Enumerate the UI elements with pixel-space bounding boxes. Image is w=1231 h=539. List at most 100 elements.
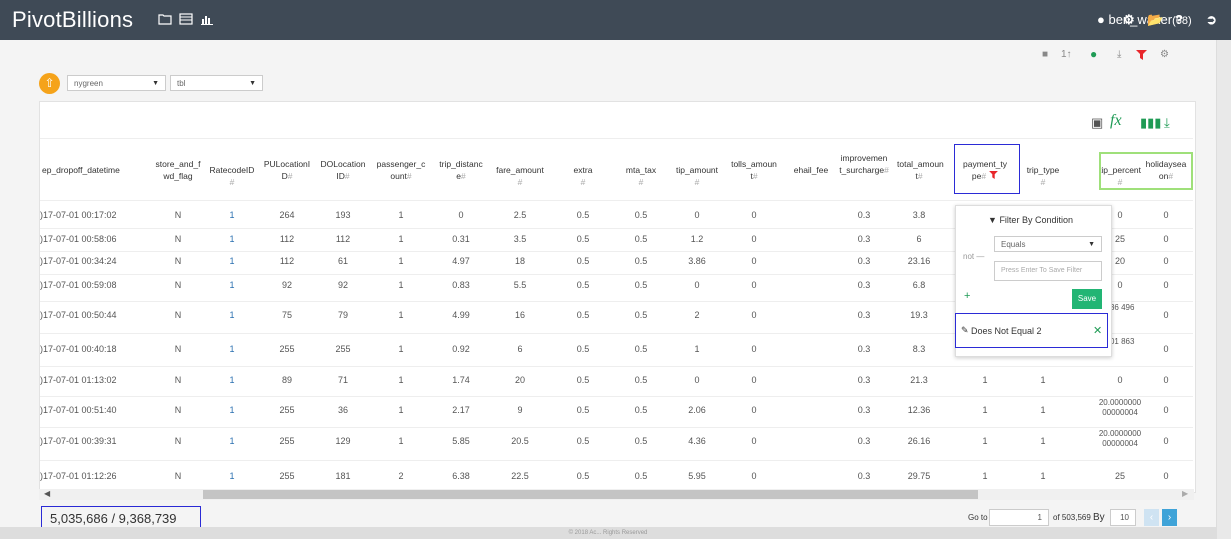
settings-cogs-icon[interactable]: ⚙ bbox=[1123, 12, 1135, 27]
table-cell-pay: 1 bbox=[982, 375, 988, 385]
folder-icon[interactable] bbox=[158, 12, 172, 26]
table-cell-tip: 3.86 bbox=[688, 256, 706, 266]
table-cell-imp: 0.3 bbox=[857, 344, 871, 354]
table-cell-pass: 1 bbox=[398, 210, 404, 220]
column-header-tolls[interactable]: tolls_amoun t# bbox=[728, 158, 780, 182]
table-cell-pu: 89 bbox=[281, 375, 292, 385]
save-filter-button[interactable]: Save bbox=[1072, 289, 1102, 309]
table-cell-pu: 255 bbox=[279, 405, 295, 415]
not-label[interactable]: not bbox=[963, 252, 975, 261]
column-header-extra[interactable]: extra # bbox=[563, 164, 603, 188]
table-cell-total: 12.36 bbox=[907, 405, 931, 415]
prev-page-button[interactable]: ‹ bbox=[1144, 509, 1159, 526]
table-cell-dropoff: )17-07-01 00:50:44 bbox=[40, 310, 117, 320]
column-header-total[interactable]: total_amoun t# bbox=[897, 158, 944, 182]
operator-value: Equals bbox=[1001, 240, 1026, 249]
table-cell-tolls: 0 bbox=[751, 344, 757, 354]
column-header-store[interactable]: store_and_f wd_flag bbox=[150, 158, 206, 182]
row-divider bbox=[40, 396, 1193, 397]
table-cell-hol: 0 bbox=[1163, 375, 1169, 385]
source-select[interactable]: nygreen ▼ bbox=[67, 75, 166, 91]
table-cell-tolls: 0 bbox=[751, 210, 757, 220]
gear-icon[interactable]: ⚙ bbox=[1160, 49, 1169, 60]
column-header-tipp[interactable]: tip_percent # bbox=[1091, 164, 1149, 188]
table-cell-tipp: 20.0000000 00000004 bbox=[1098, 429, 1142, 448]
top-navbar: PivotBillions ● ben_waxer(68) ⚙ 📂 ? ➲ bbox=[0, 0, 1231, 40]
table-select[interactable]: tbl ▼ bbox=[170, 75, 263, 91]
column-header-hol[interactable]: holidaysea on# bbox=[1142, 158, 1190, 182]
column-header-tip[interactable]: tip_amount # bbox=[672, 164, 722, 188]
column-header-label: holidaysea bbox=[1145, 159, 1187, 169]
table-cell-pu: 112 bbox=[279, 256, 295, 266]
table-cell-tolls: 0 bbox=[751, 256, 757, 266]
table-cell-tip: 2.06 bbox=[688, 405, 706, 415]
column-header-mta[interactable]: mta_tax # bbox=[621, 164, 661, 188]
download-icon[interactable]: ⤓ bbox=[1117, 49, 1122, 60]
remove-filter-icon[interactable]: ✕ bbox=[1093, 325, 1103, 337]
sort-icon[interactable]: 1↑ bbox=[1061, 49, 1072, 60]
table-cell-rate: 1 bbox=[229, 280, 235, 290]
column-header-pay[interactable]: payment_ty pe# bbox=[955, 158, 1015, 182]
table-cell-mta: 0.5 bbox=[634, 310, 648, 320]
goto-label: Go to bbox=[968, 513, 988, 522]
help-icon[interactable]: ? bbox=[1175, 12, 1183, 27]
table-cell-hol: 0 bbox=[1163, 256, 1169, 266]
table-cell-extra: 0.5 bbox=[576, 234, 590, 244]
column-header-dropoff[interactable]: ep_dropoff_datetime bbox=[42, 164, 152, 176]
next-page-button[interactable]: › bbox=[1162, 509, 1177, 526]
numeric-type-marker: # bbox=[461, 171, 466, 181]
column-header-label-2: wd_flag bbox=[163, 171, 193, 181]
formula-fx-icon[interactable]: fx bbox=[1110, 112, 1122, 129]
table-cell-dist: 5.85 bbox=[452, 436, 470, 446]
column-header-pu[interactable]: PULocationI D# bbox=[263, 158, 311, 182]
not-toggle[interactable]: not — bbox=[963, 252, 985, 261]
save-icon[interactable]: ■ bbox=[1042, 49, 1049, 60]
bar-chart-icon[interactable] bbox=[200, 12, 214, 26]
table-cell-hol: 0 bbox=[1163, 405, 1169, 415]
column-header-ehail[interactable]: ehail_fee bbox=[789, 164, 833, 176]
columns-icon[interactable]: ▮▮▮ bbox=[1140, 115, 1162, 130]
numeric-type-marker: # bbox=[229, 177, 235, 187]
calendar-icon[interactable]: ▣ bbox=[1091, 115, 1104, 130]
column-header-ttype[interactable]: trip_type # bbox=[1021, 164, 1065, 188]
logout-icon[interactable]: ➲ bbox=[1206, 12, 1217, 27]
table-cell-total: 3.8 bbox=[912, 210, 926, 220]
status-dot-icon[interactable]: ● bbox=[1090, 47, 1098, 61]
numeric-type-marker: # bbox=[917, 171, 923, 181]
table-cell-extra: 0.5 bbox=[576, 344, 590, 354]
column-header-label: tolls_amoun bbox=[731, 159, 777, 169]
scroll-left-icon[interactable]: ◀ bbox=[44, 489, 51, 498]
column-header-imp[interactable]: improvemen t_surcharge# bbox=[838, 152, 890, 176]
filter-icon[interactable] bbox=[1136, 50, 1147, 60]
column-header-label: payment_ty bbox=[963, 159, 1007, 169]
export-download-icon[interactable]: ⤓ bbox=[1164, 115, 1170, 130]
applied-filter-item[interactable]: ✎ Does Not Equal 2 ✕ bbox=[955, 313, 1108, 348]
table-cell-store: N bbox=[174, 375, 182, 385]
add-condition-button[interactable]: + bbox=[964, 290, 971, 302]
column-header-do[interactable]: DOLocation ID# bbox=[317, 158, 369, 182]
horizontal-scroll-thumb[interactable] bbox=[203, 490, 978, 499]
open-folder-icon[interactable]: 📂 bbox=[1147, 12, 1164, 27]
upload-button[interactable]: ⇧ bbox=[39, 73, 60, 94]
active-filter-icon[interactable] bbox=[989, 171, 998, 179]
table-cell-dropoff: )17-07-01 00:58:06 bbox=[40, 234, 117, 244]
table-cell-pass: 1 bbox=[398, 280, 404, 290]
operator-select[interactable]: Equals ▼ bbox=[994, 236, 1102, 252]
per-page-input[interactable]: 10 bbox=[1110, 509, 1136, 526]
edit-pencil-icon[interactable]: ✎ bbox=[961, 325, 969, 335]
column-header-rate[interactable]: RatecodeID # bbox=[207, 164, 257, 188]
vertical-scrollbar[interactable] bbox=[1216, 40, 1231, 539]
column-header-label: store_and_f bbox=[155, 159, 201, 169]
numeric-type-marker: # bbox=[344, 171, 350, 181]
column-header-dist[interactable]: trip_distanc e# bbox=[433, 158, 489, 182]
table-cell-mta: 0.5 bbox=[634, 256, 648, 266]
column-header-pass[interactable]: passenger_c ount# bbox=[376, 158, 426, 182]
user-menu[interactable]: ● ben_waxer(68) bbox=[1097, 12, 1192, 27]
filter-value-input[interactable]: Press Enter To Save Filter bbox=[994, 261, 1102, 281]
scroll-right-icon[interactable]: ▶ bbox=[1182, 489, 1189, 498]
page-input[interactable]: 1 bbox=[989, 509, 1049, 526]
column-header-fare[interactable]: fare_amount # bbox=[494, 164, 546, 188]
applied-filter-label: Does Not Equal 2 bbox=[971, 326, 1042, 336]
table-icon[interactable] bbox=[179, 12, 193, 26]
column-header-label: improvemen bbox=[840, 153, 888, 163]
